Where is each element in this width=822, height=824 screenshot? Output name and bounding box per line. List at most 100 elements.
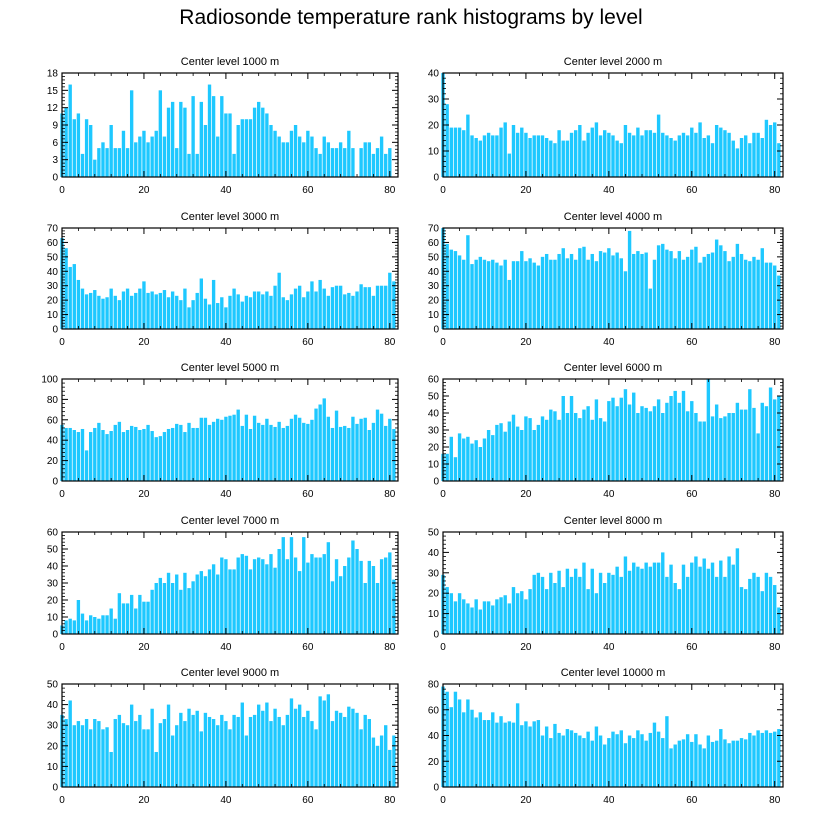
bar [68,84,72,177]
bar [228,729,232,787]
bar [121,723,126,787]
bar [656,562,661,634]
bar [113,719,117,787]
y-tick-label: 15 [47,86,59,97]
bar [97,618,101,634]
bar [656,114,661,177]
x-tick-label: 0 [440,185,446,196]
bar [64,427,68,481]
bar [170,427,175,481]
y-tick-label: 30 [428,568,440,579]
bar [453,251,458,329]
bar [109,125,113,177]
bar [673,583,677,634]
bar [134,608,138,634]
bar [281,427,285,481]
bar [220,714,224,787]
bar [615,734,619,787]
bar [652,722,657,787]
bar [293,708,298,787]
y-tick-label: 40 [47,562,59,573]
bar [636,413,640,481]
x-tick-label: 60 [302,185,314,196]
chart-panel-7: Center level 7000 m 0 20 40 60 80 0 10 20 30 40 50 6… [47,515,399,653]
bar [773,731,777,787]
bar [220,96,224,177]
y-tick-label: 20 [428,443,440,454]
panel-title: Center level 7000 m [181,515,279,527]
bar [756,433,760,481]
x-tick-label: 20 [138,337,150,348]
bar [355,423,359,481]
bar [466,436,470,481]
y-tick-label: 40 [47,436,59,447]
bar [76,721,81,787]
bar [84,294,89,329]
bar [187,307,191,329]
bar [777,607,781,634]
bar [619,143,623,177]
bar [690,741,694,787]
bar [195,292,199,329]
bar [334,285,339,329]
bar [603,421,607,481]
bar [248,297,253,329]
bar [330,427,335,481]
bar [598,418,603,481]
bar [289,418,294,481]
bar [511,125,516,177]
bar [499,265,503,329]
y-tick-label: 50 [428,528,440,539]
bar [561,248,565,329]
chart-panel-10: Center level 10000 m 0 20 40 60 80 0 20 40 60 80 [428,667,784,806]
bar [150,589,154,634]
bar [240,425,244,481]
bar [302,716,306,787]
bar [285,142,290,177]
bar [466,114,470,177]
bar [80,613,85,634]
y-tick-label: 10 [428,609,440,620]
bar [113,148,117,177]
y-tick-label: 30 [47,721,59,732]
bar [470,607,474,634]
bar [166,297,171,329]
bar [166,572,171,634]
bar [507,153,512,177]
bar [449,707,453,787]
y-tick-label: 20 [428,589,440,600]
bar [482,259,487,329]
bar [371,153,376,177]
bar [623,271,628,329]
bar [179,424,183,481]
bar [573,130,578,177]
bar [661,413,665,481]
bar [507,721,512,787]
bar [636,251,640,329]
bar [220,557,224,634]
x-tick-label: 0 [59,489,65,500]
bar [318,279,322,329]
bar [343,425,347,481]
bar [359,560,363,634]
bar [175,148,179,177]
bar [445,104,449,177]
x-tick-label: 0 [59,337,65,348]
bar [540,416,545,481]
bar [681,564,686,634]
bar [661,552,665,634]
bar [142,281,146,329]
bar [318,557,322,634]
bar [677,402,682,481]
bar [640,734,644,787]
bar [727,132,731,177]
bar [277,421,281,481]
bar [367,719,371,787]
x-tick-label: 80 [384,337,396,348]
bar [549,259,553,329]
bar [367,142,371,177]
x-tick-label: 20 [520,337,532,348]
bar [388,148,392,177]
bar [285,559,290,634]
y-tick-label: 80 [428,680,440,691]
